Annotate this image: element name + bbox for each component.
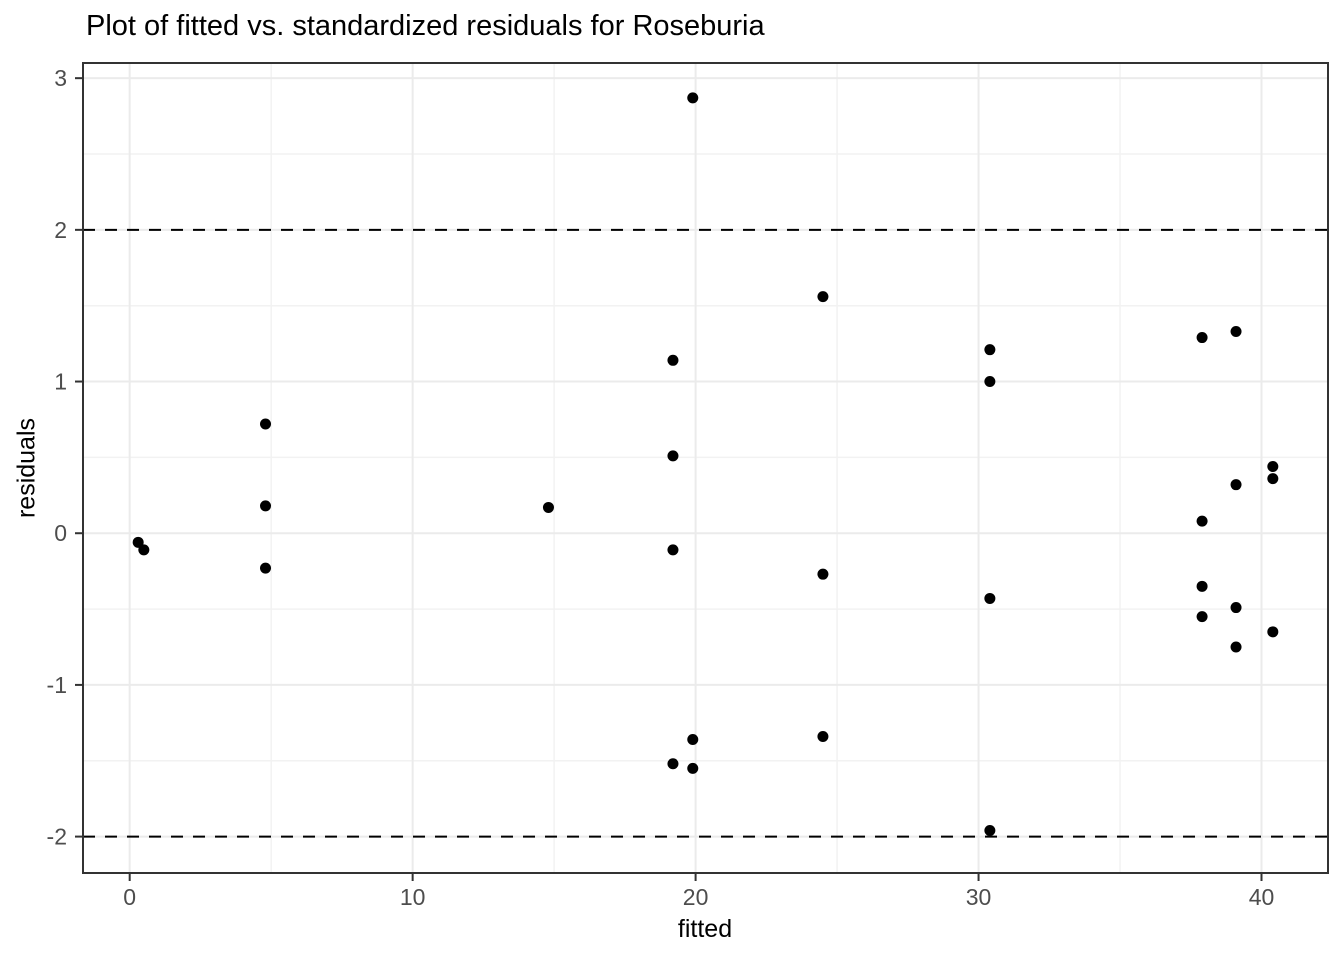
data-point (1267, 626, 1279, 638)
data-point (984, 376, 996, 388)
data-point (984, 592, 996, 604)
y-tick-label: 1 (54, 369, 67, 395)
data-point (667, 450, 679, 462)
axis-ticks (75, 77, 1263, 881)
data-point (260, 418, 272, 430)
minor-gridlines (83, 63, 1328, 873)
data-point (817, 291, 829, 303)
y-tick-label: 0 (54, 520, 67, 546)
data-point (260, 500, 272, 512)
y-tick-label: -1 (47, 672, 67, 698)
data-point (984, 825, 996, 837)
panel-background (83, 63, 1328, 873)
x-tick-label: 10 (400, 884, 426, 910)
data-points (132, 92, 1279, 837)
data-point (687, 734, 699, 746)
data-point (1196, 332, 1208, 344)
panel-border (82, 62, 1329, 874)
data-point (667, 544, 679, 556)
data-point (1267, 460, 1279, 472)
data-point (1230, 325, 1242, 337)
data-point (667, 354, 679, 366)
data-point (687, 92, 699, 104)
x-tick-label: 30 (966, 884, 992, 910)
data-point (542, 501, 554, 513)
data-point (817, 730, 829, 742)
data-point (1230, 479, 1242, 491)
data-point (1267, 473, 1279, 485)
data-point (1196, 611, 1208, 623)
data-point (1196, 515, 1208, 527)
data-point (1230, 602, 1242, 614)
data-point (260, 562, 272, 574)
plot-title: Plot of fitted vs. standardized residual… (86, 10, 765, 42)
y-tick-label: -2 (47, 824, 67, 850)
data-point (687, 762, 699, 774)
data-point (667, 758, 679, 770)
x-tick-label: 0 (123, 884, 136, 910)
y-tick-label: 2 (54, 217, 67, 243)
data-point (1230, 641, 1242, 653)
data-point (132, 536, 144, 548)
x-tick-labels: 0 10 20 30 40 (123, 884, 1274, 910)
data-point (138, 544, 150, 556)
y-tick-label: 3 (54, 65, 67, 91)
x-axis-title: fitted (677, 915, 733, 943)
x-tick-label: 40 (1249, 884, 1275, 910)
data-point (1196, 580, 1208, 592)
data-point (984, 344, 996, 356)
x-tick-label: 20 (683, 884, 709, 910)
data-point (817, 568, 829, 580)
y-tick-labels: -2 -1 0 1 2 3 (47, 65, 67, 849)
